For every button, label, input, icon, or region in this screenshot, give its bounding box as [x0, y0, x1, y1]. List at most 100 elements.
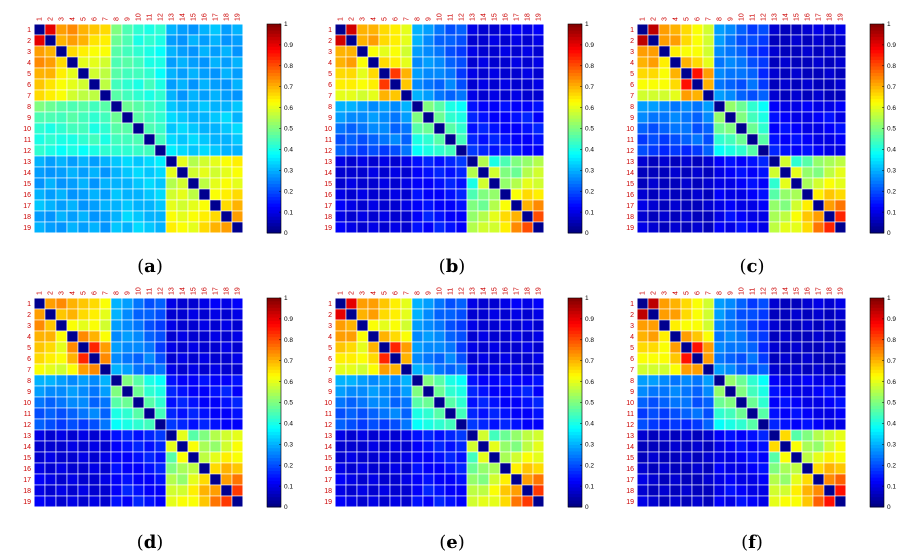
heatmap-cell [110, 374, 123, 387]
heatmap-cell [44, 352, 57, 365]
heatmap-cell [801, 363, 814, 376]
heatmap-cell [55, 67, 68, 80]
panel-a [33, 23, 244, 234]
colorbar-tick-label: 0.9 [284, 42, 293, 49]
heatmap-cell [198, 374, 211, 387]
heatmap-cell [669, 319, 682, 332]
colorbar-segment [568, 229, 582, 234]
row-tick-label: 16 [626, 192, 634, 199]
heatmap-cell [88, 34, 101, 47]
colorbar-segment [568, 112, 582, 116]
heatmap-cell [510, 155, 523, 168]
heatmap-cell [669, 155, 682, 168]
colorbar-segment [870, 346, 884, 351]
heatmap-cell [647, 473, 660, 486]
colorbar-segment [568, 177, 582, 182]
heatmap-cell [636, 297, 649, 310]
heatmap-cell [220, 451, 233, 464]
heatmap-cell [99, 166, 112, 179]
heatmap-cell [636, 45, 649, 58]
heatmap-cell [746, 297, 759, 310]
heatmap-cell [499, 319, 512, 332]
heatmap-cell [466, 495, 479, 508]
heatmap-cell [411, 418, 424, 431]
colorbar-segment [568, 128, 582, 133]
heatmap-cell [356, 144, 369, 157]
heatmap-cell [378, 144, 391, 157]
heatmap-cell [99, 133, 112, 146]
heatmap-cell [99, 177, 112, 190]
heatmap-cell [198, 473, 211, 486]
heatmap-cell [510, 78, 523, 91]
heatmap-cell [444, 374, 457, 387]
heatmap-cell [165, 177, 178, 190]
heatmap-cell [647, 89, 660, 102]
heatmap-cell [713, 352, 726, 365]
column-tick-label: 16 [503, 13, 510, 21]
heatmap-cell [532, 297, 545, 310]
heatmap-cell [790, 429, 803, 442]
heatmap-cell [768, 45, 781, 58]
heatmap-cell [779, 473, 792, 486]
heatmap-cell [356, 385, 369, 398]
heatmap-cell [768, 407, 781, 420]
colorbar-segment [267, 63, 281, 67]
heatmap-cell [746, 341, 759, 354]
heatmap-cell [702, 89, 715, 102]
heatmap-cell [209, 56, 222, 69]
heatmap-cell [823, 166, 836, 179]
heatmap-cell [757, 440, 770, 453]
row-tick-label: 4 [328, 60, 332, 67]
heatmap-cell [422, 418, 435, 431]
heatmap-cell [187, 100, 200, 113]
heatmap-cell [834, 177, 847, 190]
heatmap-cell [444, 100, 457, 113]
heatmap-cell [389, 319, 402, 332]
heatmap-cell [198, 166, 211, 179]
heatmap-cell [44, 396, 57, 409]
colorbar-segment [568, 337, 582, 341]
heatmap-cell [55, 133, 68, 146]
heatmap-cell [77, 462, 90, 475]
heatmap-cell [187, 297, 200, 310]
heatmap-cell [713, 45, 726, 58]
heatmap-cell [444, 319, 457, 332]
heatmap-cell [334, 330, 347, 343]
colorbar-segment [870, 493, 884, 498]
heatmap-cell [532, 429, 545, 442]
heatmap-cell [88, 363, 101, 376]
heatmap-cell [55, 374, 68, 387]
heatmap-cell [779, 144, 792, 157]
heatmap-cell [510, 89, 523, 102]
column-tick-label: 3 [59, 291, 66, 295]
heatmap-cell [724, 462, 737, 475]
heatmap-cell [823, 363, 836, 376]
heatmap-cell [768, 23, 781, 36]
heatmap-cell [636, 34, 649, 47]
heatmap-cell [433, 111, 446, 124]
heatmap-cell [356, 188, 369, 201]
heatmap-cell [433, 473, 446, 486]
heatmap-cell [691, 133, 704, 146]
heatmap-cell [121, 374, 134, 387]
heatmap-cell [44, 111, 57, 124]
heatmap-cell [334, 34, 347, 47]
heatmap-cell [702, 133, 715, 146]
heatmap-cell [44, 363, 57, 376]
colorbar-segment [568, 425, 582, 430]
colorbar-segment [568, 435, 582, 439]
heatmap-cell [66, 374, 79, 387]
heatmap-cell [499, 210, 512, 223]
heatmap-cell [165, 122, 178, 135]
colorbar-segment [267, 43, 281, 48]
row-tick-label: 14 [324, 170, 332, 177]
heatmap-cell [55, 407, 68, 420]
heatmap-cell [812, 363, 825, 376]
heatmap-cell [680, 396, 693, 409]
heatmap-cell [532, 56, 545, 69]
heatmap-cell [88, 144, 101, 157]
heatmap-cell [378, 462, 391, 475]
heatmap-cell [834, 385, 847, 398]
heatmap-cell [55, 440, 68, 453]
heatmap-cell [77, 484, 90, 497]
